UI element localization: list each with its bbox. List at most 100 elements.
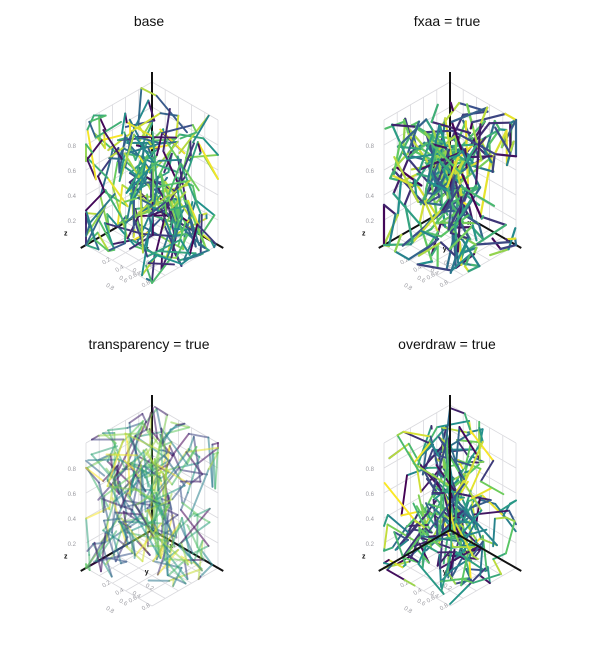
data-line-segment [134,491,156,507]
data-line-segment [126,440,132,497]
data-line-segment [85,205,107,237]
grid-line [151,454,219,494]
data-line-segment [198,151,202,156]
data-line-segment [427,483,466,533]
data-line-segment [393,234,403,253]
data-line-segment [108,157,123,160]
y-tick-label: 0.6 [416,598,427,608]
data-lines [383,407,517,605]
data-line-segment [139,188,144,254]
data-line-segment [85,189,107,212]
data-line-segment [468,520,475,560]
x-tick-label: 0.2 [400,580,411,590]
data-line-segment [478,426,484,443]
data-line-segment [146,238,182,258]
data-line-segment [135,489,159,503]
data-line-segment [86,541,96,552]
data-line-segment [402,430,432,438]
data-line-segment [396,180,403,216]
data-line-segment [116,184,124,225]
data-line-segment [443,184,462,214]
data-line-segment [440,553,452,592]
data-line-segment [214,446,219,490]
data-line-segment [192,435,202,483]
data-line-segment [171,479,188,501]
data-line-segment [131,508,162,559]
z-tick-label: 0.6 [68,169,77,175]
data-line-segment [96,231,110,253]
data-line-segment [125,159,147,194]
data-line-segment [85,244,100,251]
y-tick-label: 0.6 [118,598,129,608]
data-line-segment [180,507,211,544]
data-line-segment [199,563,214,578]
data-line-segment [162,107,171,153]
data-line-segment [116,458,156,477]
data-line-segment [191,124,198,134]
data-line-segment [489,248,510,257]
data-line-segment [448,143,475,168]
data-line-segment [102,129,123,160]
data-line-segment [147,262,175,266]
data-line-segment [383,546,394,552]
z-tick-label: 0.8 [68,467,77,473]
plot-3d: 0.20.20.20.40.40.40.60.60.60.80.80.8zyx [64,72,224,293]
data-line-segment [457,186,482,222]
data-line-segment [106,213,137,248]
data-line-segment [492,517,496,548]
data-line-segment [467,265,481,273]
grid-line [112,552,179,592]
data-line-segment [407,245,430,261]
data-line-segment [491,155,496,173]
data-line-segment [103,222,116,251]
grid-line [449,429,517,469]
data-line-segment [118,134,127,174]
z-tick-label: 0.4 [68,194,77,200]
grid-line [436,214,503,253]
data-line-segment [478,223,484,241]
data-line-segment [108,147,124,160]
data-line-segment [420,443,434,457]
data-line-segment [90,434,100,441]
data-line-segment [457,236,470,260]
data-line-segment [393,250,410,261]
data-line-segment [197,143,202,154]
data-line-segment [454,198,472,226]
data-line-segment [407,510,420,534]
data-line-segment [431,492,443,496]
data-line-segment [498,128,508,132]
data-line-segment [446,185,455,209]
data-line-segment [492,552,507,561]
z-tick-label: 0.4 [366,194,375,200]
data-line-segment [460,577,474,584]
data-line-segment [451,129,497,156]
data-line-segment [154,406,169,416]
data-line-segment [416,263,453,272]
data-line-segment [471,540,484,557]
data-line-segment [97,432,137,437]
data-line-segment [455,461,465,481]
data-line-segment [453,492,459,532]
data-line-segment [160,427,189,465]
data-line-segment [202,137,219,156]
data-line-segment [479,106,489,126]
y-axis-label: y [443,246,447,253]
z-tick-label: 0.6 [366,169,375,175]
data-line-segment [499,243,518,251]
data-line-segment [125,121,154,138]
data-line-segment [180,541,189,566]
data-line-segment [412,462,450,487]
x-tick-label: 0.6 [426,595,437,605]
z-axis-label: z [362,231,366,238]
data-line-segment [162,150,178,182]
data-line-segment [175,114,180,139]
y-tick-label: 0.6 [416,275,427,285]
data-line-segment [161,516,168,561]
y-tick-label: 0.8 [403,283,414,293]
data-line-segment [405,518,415,528]
data-line-segment [118,152,126,182]
data-line-segment [167,559,186,577]
data-line-segment [420,503,430,520]
data-line-segment [124,214,134,225]
